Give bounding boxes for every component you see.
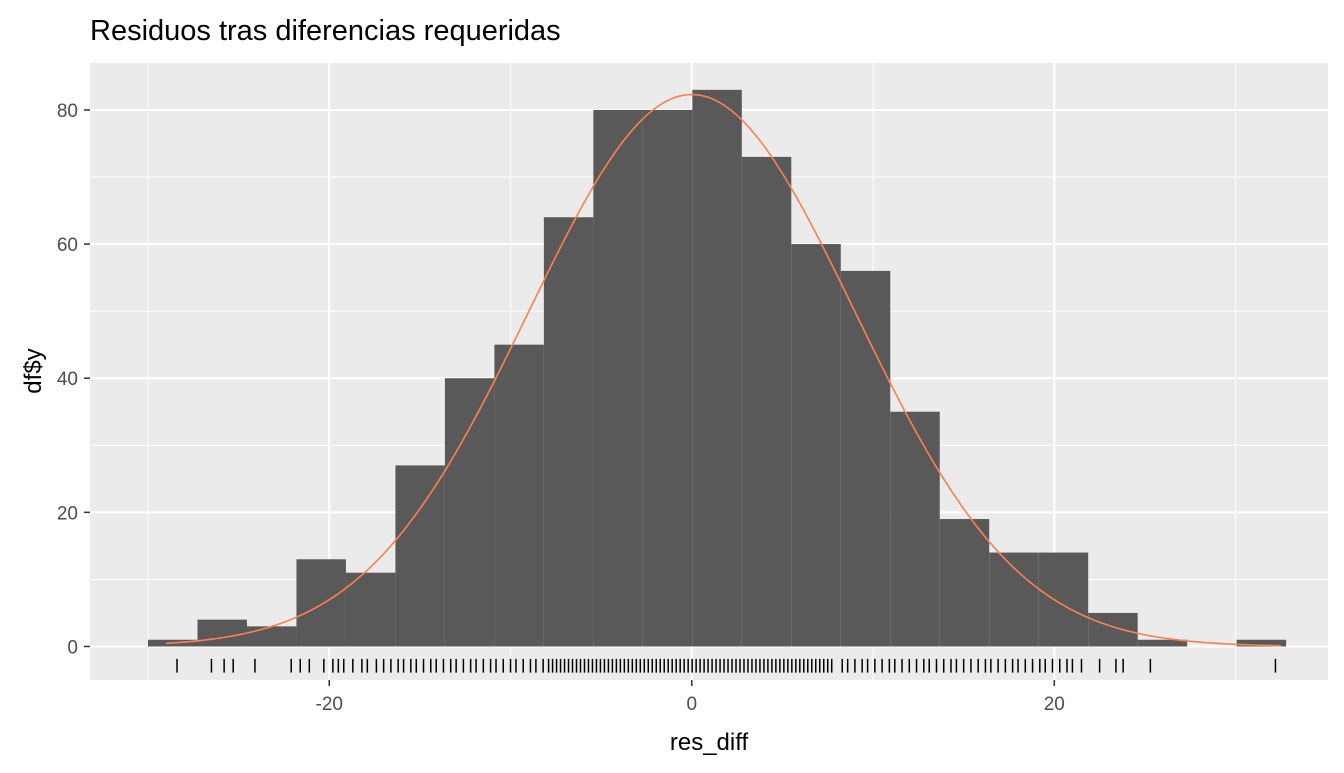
histogram-bar-15: [890, 411, 940, 647]
x-axis-title: res_diff: [670, 729, 749, 756]
histogram-bar-16: [939, 519, 990, 647]
histogram-bar-9: [593, 109, 643, 647]
histogram-bar-5: [395, 465, 445, 647]
histogram-bar-2: [246, 626, 297, 647]
histogram-bar-17: [989, 552, 1039, 647]
y-tick-label-0: 0: [67, 637, 78, 658]
x-axis: -20 0 20: [316, 680, 1065, 715]
histogram-bar-11: [692, 89, 742, 647]
histogram-bars: [148, 89, 1287, 647]
histogram-bar-6: [444, 378, 495, 647]
histogram-bar-13: [791, 244, 841, 647]
histogram-bar-7: [494, 344, 544, 647]
histogram-bar-14: [840, 270, 891, 647]
y-axis: 0 20 40 60 80: [57, 101, 90, 658]
x-tick-label-1: 0: [686, 694, 697, 715]
y-tick-label-2: 40: [57, 369, 78, 390]
histogram-bar-10: [642, 109, 693, 647]
histogram-bar-1: [197, 619, 247, 647]
density-curve: [166, 93, 1281, 647]
y-axis-title: df$y: [20, 348, 47, 393]
histogram-bar-22: [1236, 639, 1287, 647]
x-tick-label-2: 20: [1044, 694, 1065, 715]
rug-marks: [176, 658, 1277, 673]
y-tick-label-4: 80: [57, 101, 78, 122]
histogram-bar-8: [543, 217, 594, 647]
x-tick-label-0: -20: [316, 694, 343, 715]
histogram-bar-20: [1137, 639, 1188, 647]
histogram-bar-4: [345, 572, 396, 647]
y-tick-label-3: 60: [57, 235, 78, 256]
chart-title: Residuos tras diferencias requeridas: [90, 15, 561, 47]
histogram-bar-18: [1038, 552, 1089, 647]
histogram-bar-19: [1088, 612, 1138, 647]
y-tick-label-1: 20: [57, 503, 78, 524]
histogram-bar-3: [296, 559, 346, 647]
histogram-bar-12: [741, 156, 792, 647]
